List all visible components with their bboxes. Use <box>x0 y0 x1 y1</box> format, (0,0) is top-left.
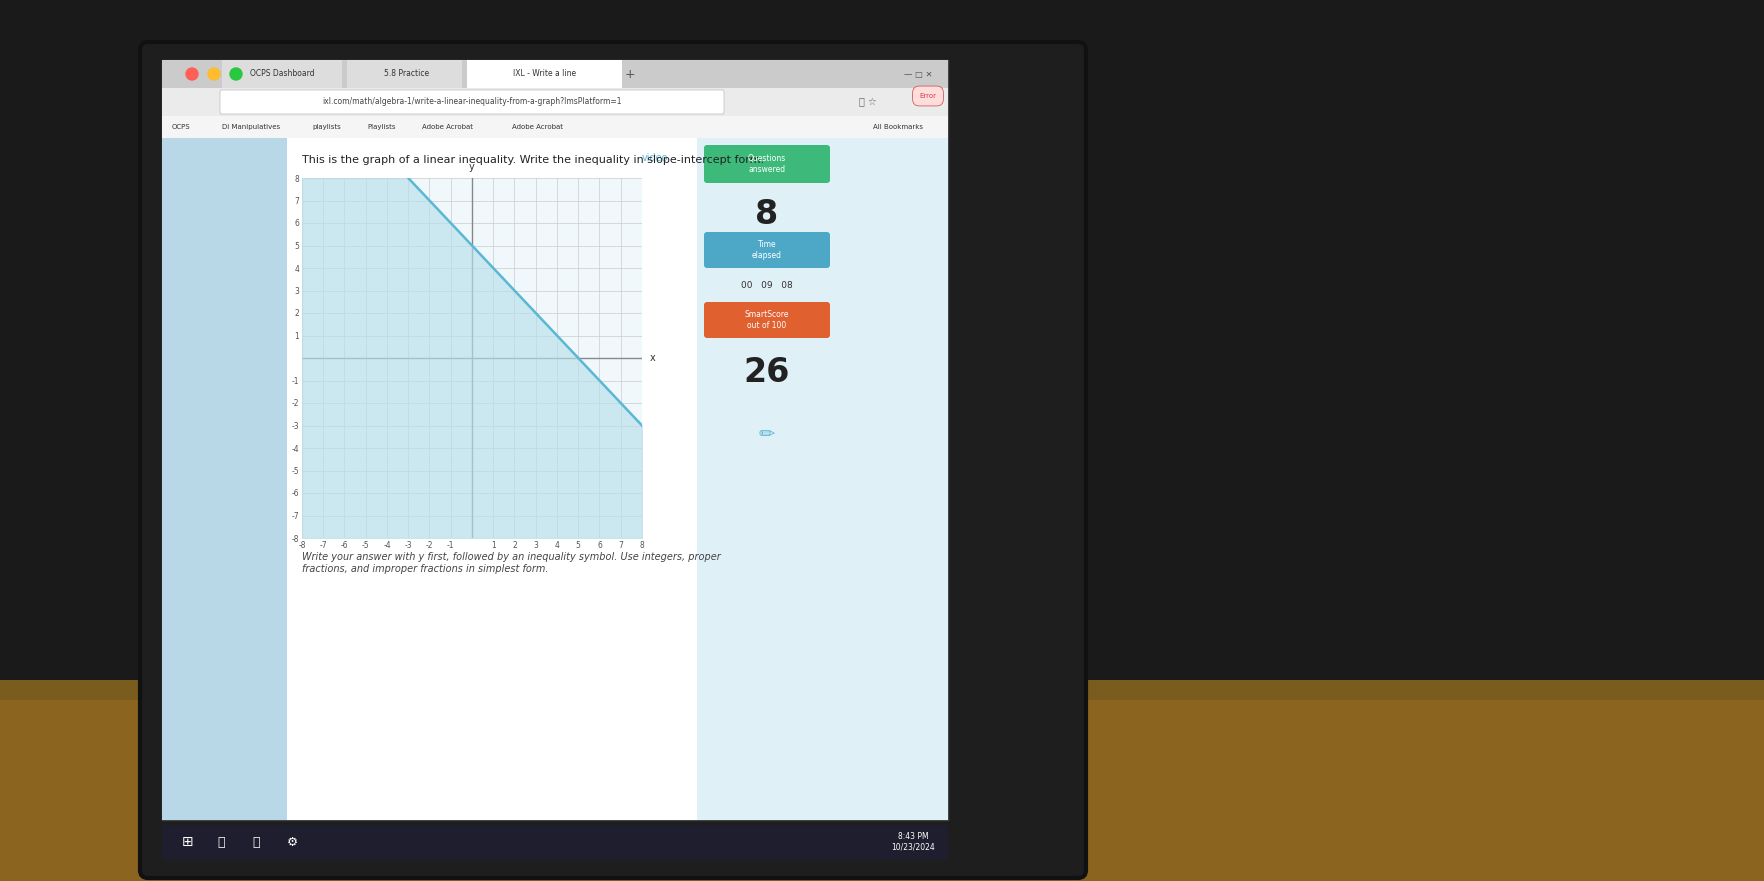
Bar <box>162 138 288 820</box>
Text: All Bookmarks: All Bookmarks <box>873 124 923 130</box>
Text: ✏: ✏ <box>759 426 774 445</box>
Text: OCPS: OCPS <box>171 124 191 130</box>
Text: 8:43 PM
10/23/2024: 8:43 PM 10/23/2024 <box>891 833 935 852</box>
Text: — □ ✕: — □ ✕ <box>903 70 931 78</box>
Text: Write your answer with y first, followed by an inequality symbol. Use integers, : Write your answer with y first, followed… <box>302 552 720 574</box>
FancyBboxPatch shape <box>704 232 829 268</box>
Bar <box>162 116 947 138</box>
Text: Error: Error <box>919 93 937 99</box>
Text: 📁: 📁 <box>217 835 224 848</box>
Circle shape <box>208 68 220 80</box>
Bar <box>162 88 947 116</box>
Bar <box>162 60 947 88</box>
Text: Questions
answered: Questions answered <box>748 154 785 174</box>
Text: ⚙: ⚙ <box>288 835 298 848</box>
Text: SmartScore
out of 100: SmartScore out of 100 <box>744 310 789 330</box>
Text: y: y <box>469 162 475 172</box>
Bar <box>467 60 621 88</box>
Text: +: + <box>624 68 635 80</box>
FancyBboxPatch shape <box>139 42 1085 878</box>
Text: This is the graph of a linear inequality. Write the inequality in slope-intercep: This is the graph of a linear inequality… <box>302 155 764 165</box>
Text: Adobe Acrobat: Adobe Acrobat <box>512 124 563 130</box>
FancyBboxPatch shape <box>220 90 723 114</box>
Bar <box>162 60 947 820</box>
Text: 00   09   08: 00 09 08 <box>741 280 792 290</box>
Bar <box>0 680 1764 881</box>
Text: playlists: playlists <box>312 124 340 130</box>
Text: video: video <box>642 153 669 163</box>
Bar <box>348 60 462 88</box>
Bar <box>697 138 947 820</box>
Text: 8: 8 <box>755 198 778 232</box>
Text: 26: 26 <box>743 357 790 389</box>
Text: Adobe Acrobat: Adobe Acrobat <box>422 124 473 130</box>
Text: ⊞: ⊞ <box>182 835 194 849</box>
Text: Playlists: Playlists <box>367 124 395 130</box>
Text: 5.8 Practice: 5.8 Practice <box>385 70 429 78</box>
Bar <box>162 138 947 820</box>
Bar <box>222 60 342 88</box>
Bar <box>162 65 947 820</box>
Text: 🌐: 🌐 <box>252 835 259 848</box>
Text: Time
elapsed: Time elapsed <box>751 240 781 260</box>
Text: OCPS Dashboard: OCPS Dashboard <box>249 70 314 78</box>
Text: IXL - Write a line: IXL - Write a line <box>513 70 577 78</box>
Text: x: x <box>649 353 654 363</box>
Text: ixl.com/math/algebra-1/write-a-linear-inequality-from-a-graph?ImsPlatform=1: ixl.com/math/algebra-1/write-a-linear-in… <box>323 98 621 107</box>
FancyBboxPatch shape <box>704 302 829 338</box>
FancyBboxPatch shape <box>704 145 829 183</box>
Circle shape <box>185 68 198 80</box>
Bar <box>162 825 947 860</box>
Circle shape <box>229 68 242 80</box>
Text: 🔍 ☆: 🔍 ☆ <box>859 97 877 107</box>
Text: Di Manipulatives: Di Manipulatives <box>222 124 280 130</box>
